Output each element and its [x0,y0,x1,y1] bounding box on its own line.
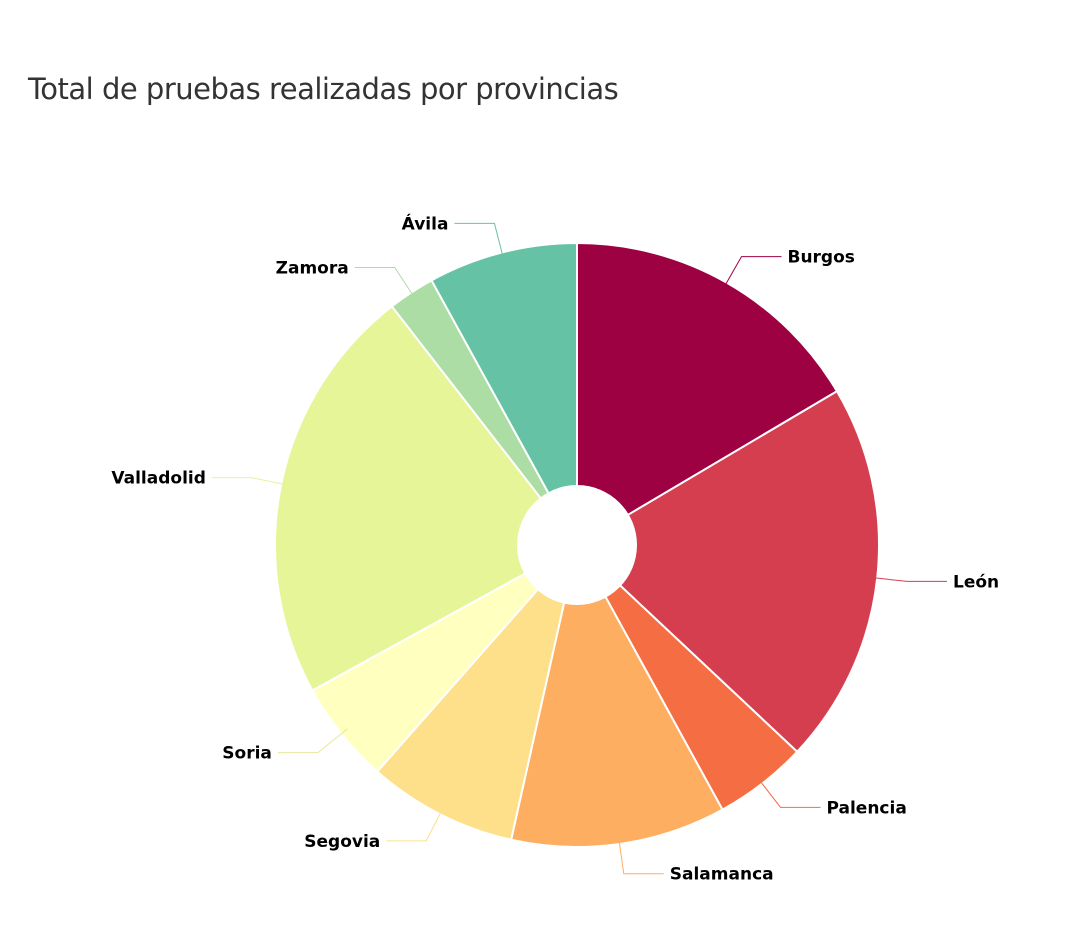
leader-line-soria [277,728,348,754]
slice-label-palencia: Palencia [826,798,906,818]
leader-line-zamora [354,267,417,300]
slice-label-valladolid: Valladolid [111,469,206,489]
slice-label-salamanca: Salamanca [670,865,774,885]
chart-title: Total de pruebas realizadas por provinci… [28,72,619,106]
leader-line-leon [869,576,947,582]
slice-label-segovia: Segovia [304,832,380,852]
slice-label-burgos: Burgos [787,248,854,268]
leader-line-burgos [722,256,782,290]
leader-line-valladolid [211,477,290,486]
leader-line-palencia [756,776,821,808]
pie-slices [274,241,880,848]
slice-label-soria: Soria [222,744,272,764]
slice-label-leon: León [953,572,999,592]
slice-label-zamora: Zamora [276,259,349,279]
leader-line-salamanca [617,835,664,875]
pie-leader-lines [211,222,947,875]
pie-labels: Burgos León Palencia Salamanca Segovia Soria V… [111,212,999,884]
leader-line-avila [454,222,505,261]
pie-center-hole [517,485,637,605]
leader-line-segovia [386,806,444,842]
slice-label-avila: Ávila [402,212,449,234]
